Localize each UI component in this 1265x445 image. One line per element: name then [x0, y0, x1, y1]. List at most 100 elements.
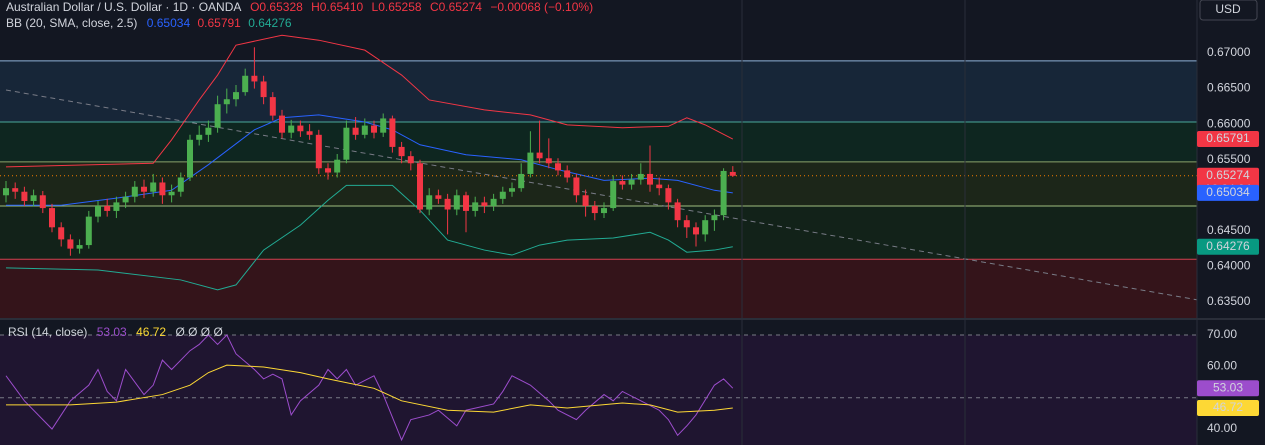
bb-upper-badge: 0.65791 — [1206, 131, 1250, 145]
y-tick-label: 70.00 — [1207, 327, 1237, 341]
candle-body — [361, 125, 368, 135]
y-tick-label: 0.66500 — [1207, 81, 1251, 95]
candle-body — [647, 173, 653, 185]
candle-body — [536, 152, 543, 159]
y-tick-label: 0.64500 — [1207, 223, 1251, 237]
bb-lower-value: 0.64276 — [248, 16, 292, 30]
trendline — [5, 89, 1198, 301]
candle-body — [637, 173, 644, 180]
candle-body — [67, 239, 74, 249]
candle-body — [490, 198, 497, 206]
bb-upper-badge-bg — [1197, 131, 1259, 148]
candle-body — [665, 188, 672, 203]
rsi-label: RSI (14, close) — [8, 325, 87, 339]
ohlc-close: C0.65274 — [430, 0, 482, 14]
header-line: Australian Dollar / U.S. Dollar · 1D · O… — [6, 0, 593, 14]
candle-body — [702, 220, 709, 235]
candle-body — [325, 168, 331, 173]
candle-body — [12, 188, 19, 192]
candle-body — [104, 205, 111, 211]
last-price-badge: 0.65274 — [1206, 168, 1250, 182]
bb-basis-badge-bg — [1197, 184, 1259, 201]
candle-body — [499, 191, 506, 199]
candle-body — [509, 188, 515, 192]
candle-body — [233, 92, 239, 100]
candle-body — [582, 195, 589, 206]
y-tick-label: 0.64000 — [1207, 259, 1251, 273]
candle-body — [380, 118, 387, 133]
candle-body — [683, 220, 690, 228]
candle-body — [591, 205, 598, 214]
candle-body — [260, 81, 267, 98]
y-tick-label: 60.00 — [1207, 359, 1237, 373]
candle-body — [453, 195, 460, 210]
currency-label[interactable]: USD — [1215, 2, 1241, 16]
candle-body — [472, 202, 479, 211]
candle-body — [343, 127, 350, 160]
candle-body — [610, 181, 617, 209]
rsi-ma-line — [6, 364, 733, 413]
candle-body — [518, 173, 525, 189]
candle-body — [619, 181, 626, 185]
level-zone — [0, 161, 1197, 206]
candle-body — [545, 158, 552, 164]
rsi-badge: 53.03 — [1213, 380, 1243, 394]
rsi-ma-badge-bg — [1197, 399, 1259, 416]
candle-body — [205, 127, 212, 135]
indicator-label: BB (20, SMA, close, 2.5) — [6, 16, 137, 30]
candle-body — [481, 202, 488, 206]
candle-body — [444, 198, 451, 210]
candle-body — [95, 205, 101, 217]
bollinger-line — [5, 34, 734, 168]
candle-body — [398, 146, 405, 157]
rsi-value: 53.03 — [97, 325, 127, 339]
level-zone — [0, 205, 1197, 260]
rsi-badge-bg — [1197, 380, 1259, 397]
bb-lower-badge-bg — [1197, 238, 1259, 255]
y-tick-label: 0.67000 — [1207, 45, 1251, 59]
ohlc-high: H0.65410 — [311, 0, 363, 14]
level-zone — [0, 259, 1197, 318]
candle-body — [426, 195, 433, 210]
candle-body — [334, 159, 341, 173]
rsi-extra: Ø Ø Ø Ø — [175, 325, 222, 339]
candle-body — [711, 215, 718, 221]
candle-body — [122, 196, 129, 203]
candle-body — [141, 186, 147, 192]
bb-upper-value: 0.65791 — [197, 16, 241, 30]
bollinger-line — [5, 184, 733, 291]
candle-body — [196, 134, 203, 140]
rsi-line — [5, 334, 734, 442]
candle-body — [39, 195, 46, 209]
candle-body — [573, 177, 580, 196]
candle-body — [187, 139, 193, 178]
candle-body — [656, 184, 663, 189]
candle-body — [417, 163, 423, 210]
candle-body — [729, 171, 736, 176]
candle-body — [371, 125, 377, 133]
currency-button[interactable] — [1199, 0, 1258, 21]
rsi-header: RSI (14, close) 53.03 46.72 Ø Ø Ø Ø — [8, 325, 223, 339]
candle-body — [628, 179, 635, 185]
rsi-band — [0, 335, 1197, 445]
candle-body — [168, 191, 175, 196]
candle-body — [279, 115, 285, 133]
candle-body — [527, 152, 534, 174]
candle-body — [150, 182, 157, 192]
candle-body — [435, 195, 442, 199]
bb-lower-badge: 0.64276 — [1206, 239, 1250, 253]
candle-body — [30, 195, 37, 201]
candle-body — [269, 97, 276, 116]
candle-body — [159, 182, 166, 196]
rsi-ma-value: 46.72 — [136, 325, 166, 339]
candle-body — [251, 75, 258, 82]
bb-basis-value: 0.65034 — [147, 16, 191, 30]
candle-body — [3, 188, 9, 196]
candle-body — [58, 227, 65, 240]
candle-body — [306, 131, 313, 135]
candle-body — [389, 118, 396, 147]
candle-body — [315, 134, 322, 169]
candle-body — [555, 163, 561, 171]
candle-body — [131, 186, 138, 197]
